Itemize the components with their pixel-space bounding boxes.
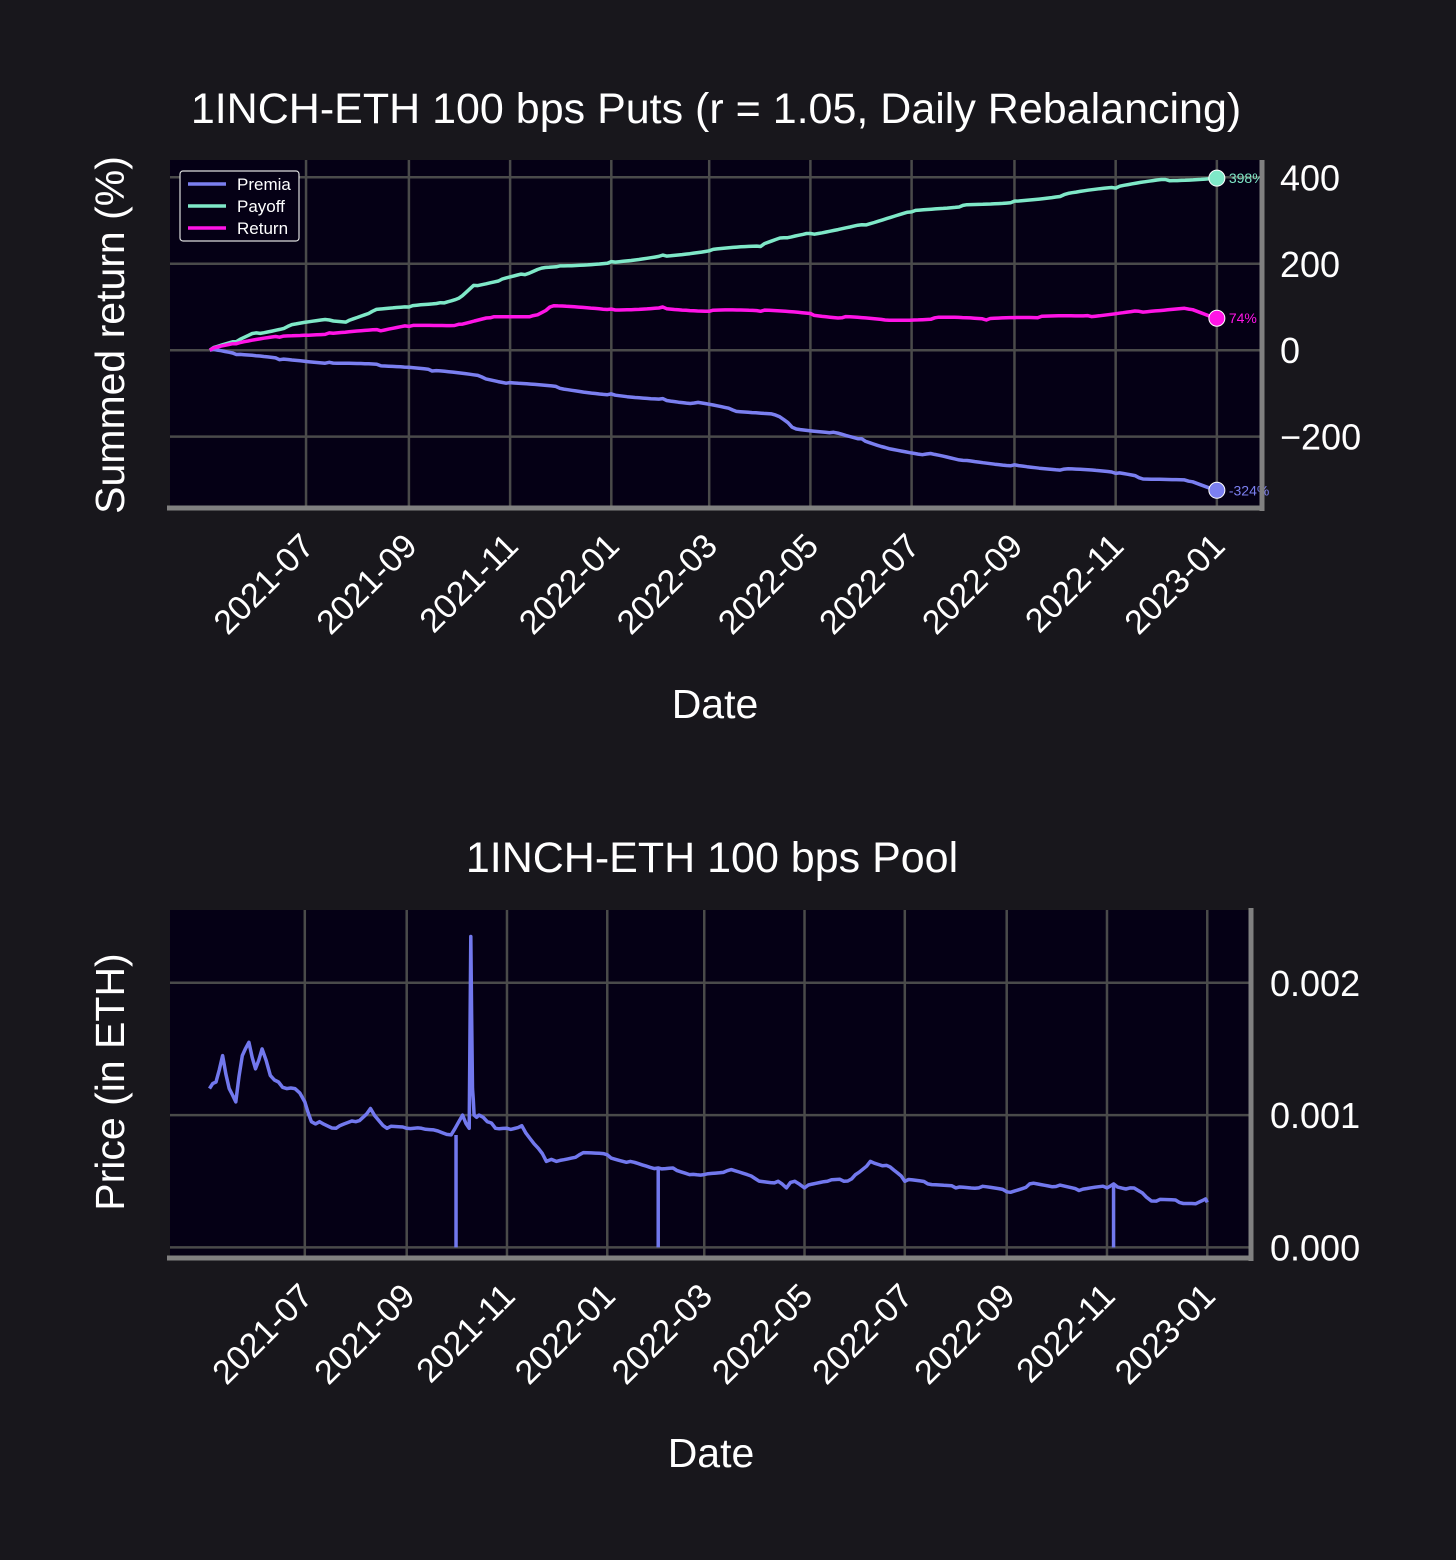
returns-end-label-payoff: 398% [1229, 170, 1265, 186]
price-y-axis-label: Price (in ETH) [87, 953, 133, 1210]
returns-y-tick-label: 200 [1280, 244, 1340, 285]
price-y-ticks: 0.002 0.001 0.000 [1270, 963, 1360, 1269]
returns-x-tick-label: 2022-11 [1018, 527, 1131, 640]
price-chart-title: 1INCH-ETH 100 bps Pool [466, 834, 958, 882]
returns-x-tick-label: 2022-03 [610, 527, 725, 642]
returns-end-marker-payoff [1208, 169, 1226, 187]
returns-legend-box [179, 170, 300, 242]
returns-legend-label-premia: Premia [237, 175, 291, 194]
returns-x-tick-label: 2022-09 [915, 527, 1030, 642]
returns-x-tick-label: 2022-05 [711, 527, 826, 642]
price-x-tick-label: 2022-01 [508, 1277, 623, 1392]
price-x-axis-label: Date [668, 1430, 755, 1476]
price-x-tick-label: 2022-09 [907, 1277, 1022, 1392]
returns-end-marker-premia [1208, 481, 1226, 499]
price-y-tick-label: 0.002 [1270, 963, 1360, 1004]
returns-chart-title: 1INCH-ETH 100 bps Puts (r = 1.05, Daily … [191, 85, 1241, 133]
price-x-tick-label: 2022-03 [605, 1277, 720, 1392]
returns-legend: Premia Payoff Return [179, 170, 300, 242]
returns-end-label-return: 74% [1229, 310, 1257, 326]
returns-legend-label-payoff: Payoff [237, 197, 285, 216]
returns-x-tick-label: 2021-11 [412, 527, 525, 640]
returns-x-axis-label: Date [672, 681, 759, 727]
price-series [208, 934, 1209, 1248]
returns-end-marker-return [1208, 309, 1226, 327]
returns-y-tick-label: 0 [1280, 330, 1300, 371]
returns-x-ticks: 2021-072021-092021-112022-012022-032022-… [207, 527, 1233, 642]
price-y-tick-label: 0.000 [1270, 1227, 1360, 1268]
returns-x-tick-label: 2022-07 [812, 527, 927, 642]
price-x-tick-label: 2022-11 [1009, 1277, 1122, 1390]
returns-end-markers: -324% 398% 74% [1208, 169, 1269, 499]
price-x-tick-label: 2022-07 [805, 1277, 920, 1392]
price-grid [170, 910, 1250, 1258]
returns-x-tick-label: 2023-01 [1117, 527, 1232, 642]
returns-series-line-return [208, 303, 1218, 352]
price-x-tick-label: 2021-09 [307, 1277, 422, 1392]
price-x-tick-label: 2021-07 [205, 1277, 320, 1392]
returns-y-tick-label: −200 [1280, 417, 1361, 458]
price-y-tick-label: 0.001 [1270, 1095, 1360, 1136]
returns-x-tick-label: 2021-09 [309, 527, 424, 642]
returns-x-tick-label: 2022-01 [512, 527, 627, 642]
returns-grid [170, 160, 1260, 508]
price-x-tick-label: 2021-11 [409, 1277, 522, 1390]
returns-series-line-payoff [208, 176, 1218, 352]
returns-series [208, 176, 1218, 493]
returns-end-label-premia: -324% [1229, 482, 1269, 498]
price-x-tick-label: 2023-01 [1108, 1277, 1223, 1392]
returns-y-tick-label: 400 [1280, 157, 1340, 198]
price-x-ticks: 2021-072021-092021-112022-012022-032022-… [205, 1277, 1223, 1392]
price-plot-area [170, 910, 1250, 1258]
returns-series-line-premia [209, 347, 1218, 493]
price-x-tick-label: 2022-05 [705, 1277, 820, 1392]
returns-legend-label-return: Return [237, 219, 288, 238]
returns-y-ticks: 400 200 0 −200 [1280, 157, 1361, 457]
price-series-line-price [208, 934, 1209, 1206]
returns-y-axis-label: Summed return (%) [87, 156, 133, 514]
returns-plot-area [170, 160, 1260, 508]
returns-x-tick-label: 2021-07 [207, 527, 322, 642]
